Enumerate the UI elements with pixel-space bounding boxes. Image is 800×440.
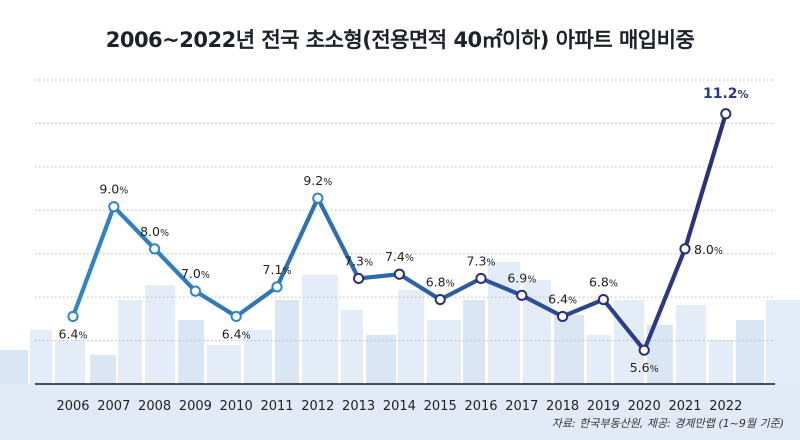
x-tick-label: 2021 — [668, 399, 701, 414]
x-tick-labels: 2006 2007 2008 2009 2010 2011 2012 2013 2014 2015… — [56, 399, 742, 414]
skyline-building — [275, 300, 299, 384]
skyline-building — [676, 305, 706, 384]
skyline-building — [709, 340, 733, 384]
skyline-building — [30, 330, 52, 384]
data-point — [230, 310, 242, 323]
data-label: 7.1% — [263, 262, 292, 277]
data-label: 6.4% — [548, 291, 577, 306]
x-tick-label: 2007 — [97, 399, 130, 414]
skyline-building — [554, 315, 584, 384]
data-label: 6.4% — [222, 326, 251, 341]
x-tick-label: 2022 — [709, 399, 742, 414]
data-label: 8.0% — [140, 224, 169, 239]
skyline-building — [178, 320, 204, 384]
data-label: 6.4% — [59, 326, 88, 341]
data-label: 5.6% — [630, 360, 659, 375]
x-tick-label: 2020 — [628, 399, 661, 414]
source-note: 자료: 한국부동산원, 제공: 경제만랩 (1~9월 기준) — [551, 417, 784, 430]
data-labels: 6.4% 9.0% 8.0% 7.0% 6.4% 7.1% 9.2% 7.3% 7.4% 6.8%… — [59, 86, 749, 375]
x-tick-label: 2009 — [179, 399, 212, 414]
skyline-building — [55, 340, 85, 384]
x-tick-label: 2019 — [587, 399, 620, 414]
data-label: 9.0% — [99, 182, 128, 197]
data-point — [108, 201, 120, 213]
data-point — [638, 344, 650, 356]
x-tick-label: 2012 — [301, 399, 334, 414]
data-point — [557, 310, 569, 323]
data-label: 9.2% — [303, 173, 332, 188]
gridlines — [35, 79, 775, 342]
data-point — [393, 268, 405, 280]
data-point — [271, 281, 283, 293]
data-label: 6.8% — [426, 275, 455, 290]
data-point — [312, 192, 324, 204]
data-label: 7.3% — [344, 253, 373, 268]
skyline-building — [145, 285, 175, 384]
skyline-building — [0, 350, 28, 384]
data-label: 7.0% — [181, 266, 210, 281]
skyline-building — [302, 275, 338, 384]
skyline-building — [118, 300, 142, 384]
data-point — [679, 243, 691, 255]
skyline-building — [90, 355, 116, 384]
skyline-base — [0, 384, 800, 440]
data-point — [189, 285, 201, 297]
data-label: 6.9% — [507, 270, 536, 285]
page-title: 2006~2022년 전국 초소형(전용면적 40㎡이하) 아파트 매입비중 — [105, 28, 695, 52]
data-label: 11.2% — [703, 86, 749, 102]
data-label: 6.8% — [589, 275, 618, 290]
x-tick-label: 2010 — [220, 399, 253, 414]
data-point — [434, 293, 446, 306]
skyline-building — [587, 335, 611, 384]
skyline-building — [427, 320, 461, 384]
data-point — [67, 310, 79, 323]
skyline-building — [463, 300, 485, 384]
data-point — [475, 272, 487, 285]
x-tick-label: 2016 — [464, 399, 497, 414]
x-tick-label: 2008 — [138, 399, 171, 414]
data-label: 8.0% — [694, 242, 723, 257]
x-tick-label: 2015 — [424, 399, 457, 414]
x-tick-label: 2006 — [56, 399, 89, 414]
data-point — [353, 272, 365, 285]
skyline-building — [341, 310, 363, 384]
skyline-building — [736, 320, 764, 384]
x-tick-label: 2011 — [260, 399, 293, 414]
x-tick-label: 2017 — [505, 399, 538, 414]
data-label: 7.4% — [385, 249, 414, 264]
skyline-building — [398, 290, 424, 384]
x-tick-label: 2014 — [383, 399, 416, 414]
data-point — [516, 289, 528, 301]
skyline-building — [244, 330, 272, 384]
skyline-building — [366, 335, 396, 384]
skyline-building — [207, 345, 241, 384]
city-skyline-background — [0, 262, 800, 440]
skyline-building — [766, 300, 800, 384]
series-line — [67, 108, 732, 356]
data-point — [720, 108, 732, 120]
data-label: 7.3% — [467, 253, 496, 268]
x-tick-label: 2018 — [546, 399, 579, 414]
x-tick-label: 2013 — [342, 399, 375, 414]
data-point — [149, 243, 161, 255]
data-point — [597, 293, 610, 306]
